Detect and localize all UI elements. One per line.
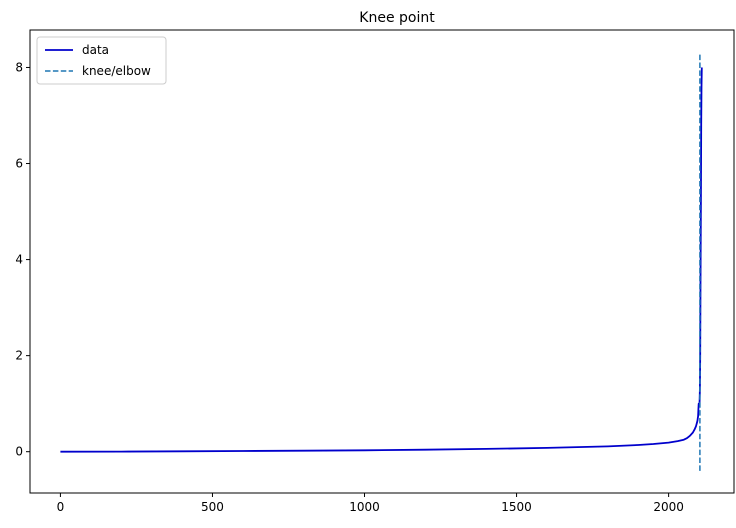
x-tick-label: 0 [57,500,65,514]
y-tick-label: 4 [15,253,23,267]
y-tick-label: 6 [15,157,23,171]
plot-area [60,53,703,471]
x-tick-label: 500 [201,500,224,514]
x-tick-label: 2000 [653,500,684,514]
legend-label-data: data [82,43,109,57]
y-tick-label: 2 [15,349,23,363]
axes-frame [29,29,735,494]
x-tick-label: 1500 [501,500,532,514]
axis-ticks: 0 500 1000 1500 2000 0 2 4 6 8 [15,60,684,514]
x-tick-label: 1000 [349,500,380,514]
legend: data knee/elbow [36,36,167,85]
y-tick-label: 0 [15,445,23,459]
chart-title: Knee point [359,10,435,26]
legend-label-knee: knee/elbow [82,64,151,78]
y-tick-label: 8 [15,60,23,74]
legend-box [36,36,167,85]
